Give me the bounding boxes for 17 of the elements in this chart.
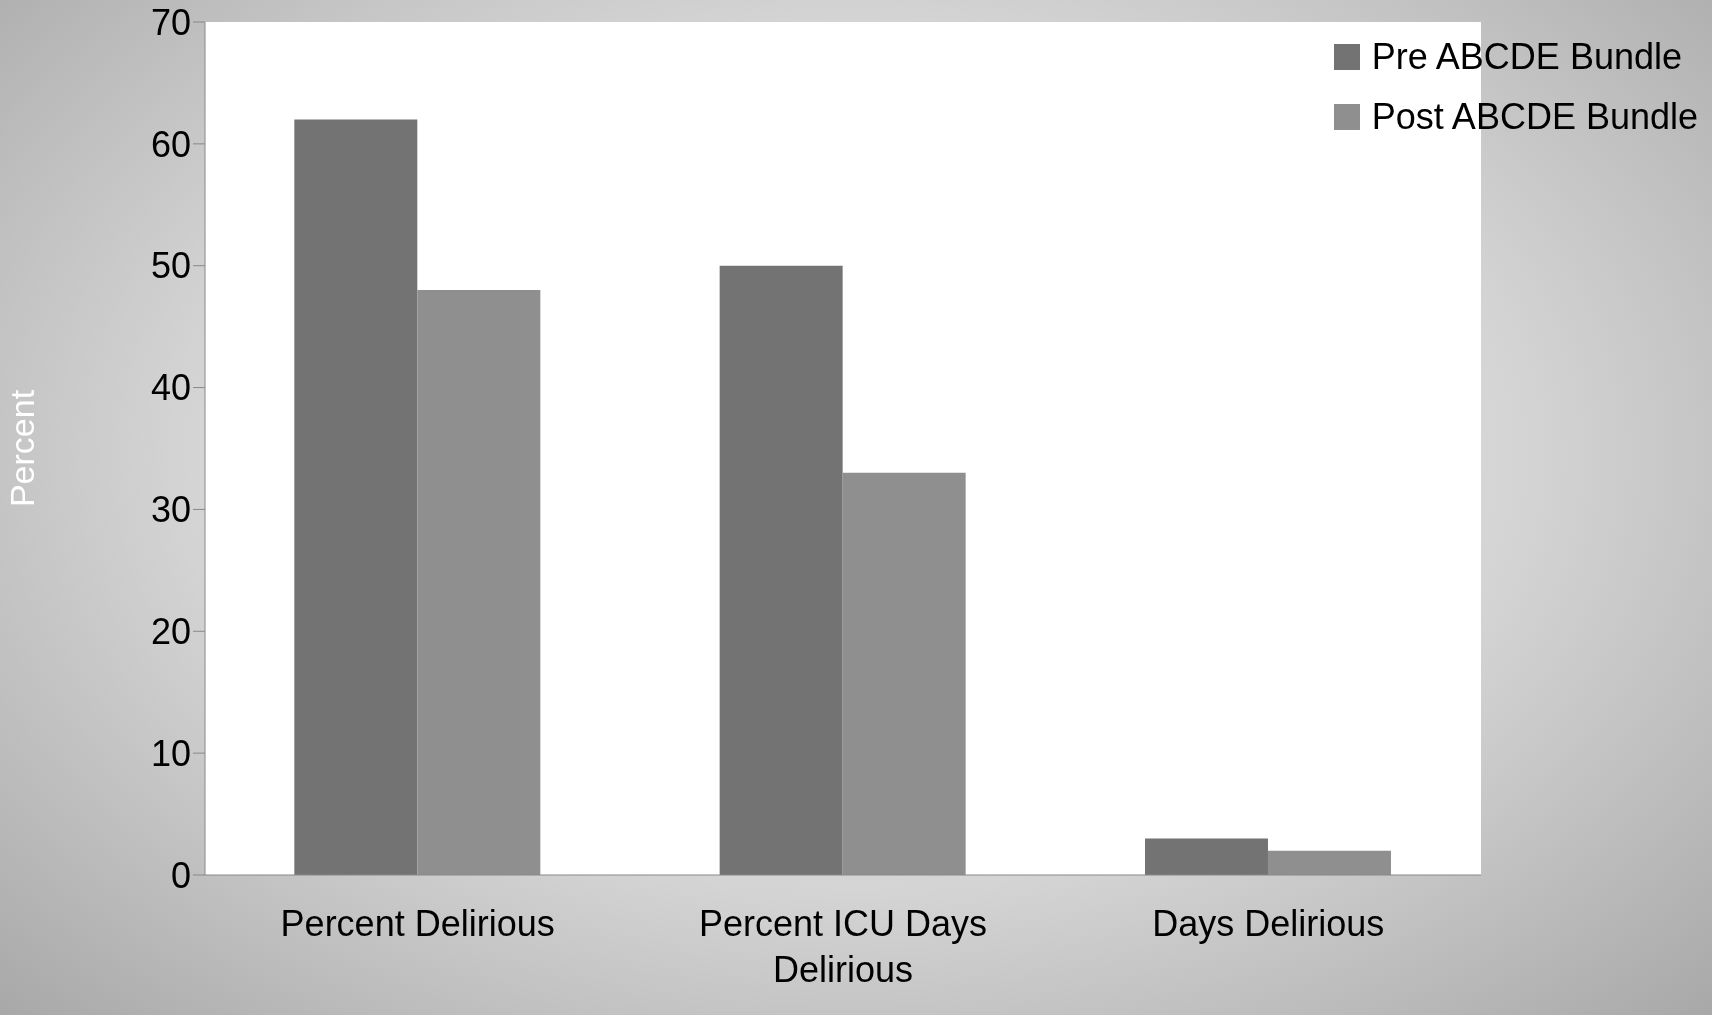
y-tick-label: 0 (170, 854, 191, 896)
y-tick-label: 60 (150, 123, 191, 165)
y-tick-label: 10 (150, 732, 191, 774)
y-tick-label: 50 (150, 245, 191, 287)
x-tick-label: Percent Delirious (279, 902, 556, 946)
y-tick-label: 40 (150, 367, 191, 409)
y-tick-label: 30 (150, 489, 191, 531)
x-tick-label: Percent ICU Days Delirious (697, 902, 989, 992)
y-tick-label: 20 (150, 611, 191, 653)
bar (1144, 838, 1268, 875)
bar (719, 265, 843, 875)
y-tick-label: 70 (150, 1, 191, 43)
legend-label: Post ABCDE Bundle (1371, 96, 1698, 138)
legend-label: Pre ABCDE Bundle (1371, 36, 1682, 78)
bar (294, 119, 418, 875)
y-axis-title: Percent (3, 389, 42, 508)
x-tick-label: Days Delirious (1151, 902, 1386, 946)
